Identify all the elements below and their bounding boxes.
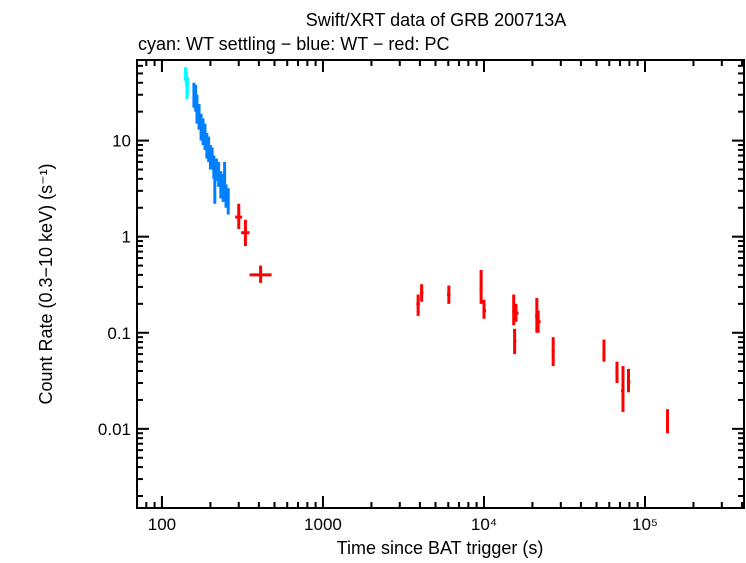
y-axis-label: Count Rate (0.3−10 keV) (s⁻¹) — [36, 163, 56, 404]
data-point — [217, 161, 221, 187]
x-tick-label: 10⁴ — [471, 515, 497, 534]
x-axis-label: Time since BAT trigger (s) — [337, 538, 544, 558]
data-point — [627, 368, 631, 393]
data-point — [602, 339, 606, 362]
data-point — [551, 337, 555, 367]
data-point — [226, 188, 230, 215]
data-point — [249, 265, 272, 283]
data-point — [666, 409, 670, 434]
data-point — [224, 184, 228, 208]
data-point — [195, 94, 199, 124]
data-point — [223, 161, 227, 187]
data-point — [241, 219, 250, 246]
chart-subtitle: cyan: WT settling − blue: WT − red: PC — [138, 34, 449, 54]
data-point — [214, 158, 218, 181]
y-tick-label: 10 — [112, 132, 131, 151]
y-tick-label: 1 — [122, 228, 131, 247]
data-point — [513, 328, 517, 355]
x-tick-label: 10⁵ — [632, 515, 658, 534]
x-tick-label: 1000 — [304, 515, 342, 534]
data-point — [482, 299, 487, 319]
data-point — [479, 269, 483, 304]
y-tick-label: 0.01 — [98, 420, 131, 439]
data-point — [615, 361, 619, 383]
x-tick-label: 100 — [148, 515, 176, 534]
data-point — [219, 171, 223, 199]
data-point — [416, 294, 420, 316]
data-point — [621, 366, 625, 412]
chart-title: Swift/XRT data of GRB 200713A — [306, 10, 566, 30]
data-point — [447, 285, 451, 304]
plot-frame — [136, 59, 745, 509]
data-point — [235, 203, 243, 230]
data-point — [185, 84, 189, 100]
data-point — [536, 310, 541, 333]
y-tick-label: 0.1 — [107, 324, 131, 343]
data-point — [419, 284, 424, 302]
data-point — [514, 303, 519, 322]
